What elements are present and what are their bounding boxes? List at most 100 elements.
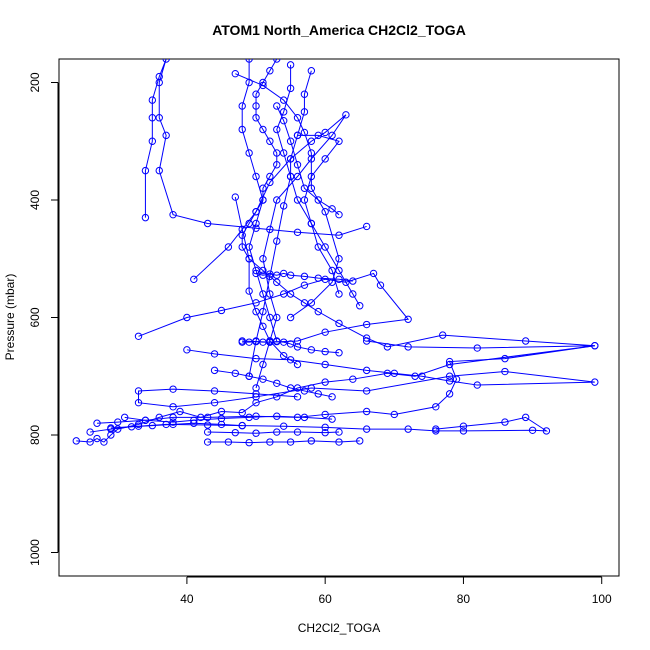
data-point bbox=[321, 423, 329, 432]
data-point bbox=[321, 347, 329, 356]
data-point bbox=[238, 421, 246, 430]
data-point bbox=[259, 125, 267, 134]
data-point bbox=[293, 343, 302, 351]
series-line bbox=[235, 73, 340, 318]
data-point bbox=[432, 425, 440, 433]
data-point bbox=[459, 422, 468, 430]
data-point bbox=[335, 255, 343, 263]
data-point bbox=[245, 438, 253, 447]
data-point bbox=[321, 155, 329, 163]
data-point bbox=[169, 413, 177, 422]
data-point bbox=[266, 225, 274, 234]
data-point bbox=[273, 271, 281, 279]
data-point bbox=[259, 81, 267, 90]
data-point bbox=[307, 172, 316, 181]
data-point bbox=[286, 137, 295, 145]
series-group bbox=[72, 59, 599, 447]
series-line bbox=[138, 349, 595, 408]
data-point bbox=[155, 72, 163, 81]
data-point bbox=[293, 384, 302, 392]
y-axis: 200 400 600 800 1000 bbox=[28, 72, 59, 566]
data-point bbox=[141, 416, 150, 425]
data-point bbox=[273, 59, 281, 63]
data-point bbox=[266, 178, 274, 187]
data-point bbox=[252, 390, 260, 398]
data-point bbox=[286, 155, 295, 163]
data-point bbox=[238, 225, 246, 234]
data-point bbox=[286, 61, 295, 69]
data-point bbox=[86, 428, 94, 436]
data-point bbox=[279, 351, 288, 360]
data-point bbox=[231, 69, 239, 78]
data-point bbox=[134, 398, 143, 407]
x-tick-label: 40 bbox=[180, 592, 194, 606]
data-point bbox=[286, 438, 295, 446]
data-point bbox=[335, 266, 343, 275]
data-point bbox=[259, 196, 267, 204]
data-point bbox=[134, 332, 143, 340]
data-point bbox=[300, 413, 309, 422]
data-point bbox=[107, 425, 115, 433]
data-point bbox=[314, 131, 322, 140]
data-point bbox=[286, 271, 295, 279]
data-point bbox=[279, 202, 288, 210]
series-line bbox=[241, 59, 278, 342]
x-tick-label: 60 bbox=[318, 592, 332, 606]
data-point bbox=[273, 102, 281, 110]
series-line bbox=[110, 416, 549, 432]
data-point bbox=[231, 428, 239, 437]
data-point bbox=[321, 410, 329, 419]
data-point bbox=[293, 393, 302, 401]
y-tick-label: 400 bbox=[28, 190, 42, 210]
data-point bbox=[210, 350, 219, 358]
data-point bbox=[286, 84, 295, 93]
data-point bbox=[162, 131, 170, 140]
data-point bbox=[307, 219, 316, 228]
series-line bbox=[76, 59, 595, 443]
x-axis-label: CH2Cl2_TOGA bbox=[298, 621, 380, 635]
data-point bbox=[293, 131, 302, 140]
data-point bbox=[245, 149, 253, 157]
data-point bbox=[321, 128, 329, 137]
data-point bbox=[259, 271, 267, 279]
data-point bbox=[473, 344, 481, 352]
data-point bbox=[473, 381, 481, 389]
data-point bbox=[266, 67, 274, 75]
data-point bbox=[314, 274, 322, 282]
data-point bbox=[445, 390, 454, 398]
y-tick-label: 800 bbox=[28, 425, 42, 445]
data-point bbox=[114, 418, 122, 426]
data-point bbox=[404, 315, 412, 323]
data-point bbox=[321, 328, 329, 336]
data-point bbox=[107, 431, 115, 439]
data-point bbox=[314, 243, 322, 251]
data-point bbox=[169, 403, 177, 411]
data-point bbox=[273, 412, 281, 420]
data-point bbox=[286, 356, 295, 364]
data-point bbox=[300, 387, 309, 395]
data-point bbox=[266, 272, 274, 281]
data-point bbox=[169, 385, 177, 393]
data-point bbox=[356, 437, 364, 445]
data-point bbox=[335, 137, 343, 145]
data-point bbox=[252, 429, 260, 437]
data-point bbox=[203, 428, 212, 436]
data-point bbox=[72, 437, 80, 445]
data-point bbox=[321, 208, 329, 216]
data-point bbox=[328, 205, 336, 213]
data-point bbox=[439, 331, 447, 339]
data-point bbox=[279, 422, 288, 430]
data-point bbox=[300, 272, 309, 281]
data-point bbox=[93, 434, 101, 443]
data-point bbox=[169, 210, 177, 219]
data-point bbox=[224, 243, 233, 251]
y-tick-label: 200 bbox=[28, 72, 42, 92]
data-point bbox=[279, 108, 288, 116]
data-point bbox=[432, 403, 440, 411]
data-point bbox=[328, 393, 336, 401]
series-line bbox=[234, 196, 298, 365]
data-point bbox=[300, 108, 309, 116]
plot-frame bbox=[58, 58, 620, 577]
data-point bbox=[217, 407, 226, 416]
series-line bbox=[138, 272, 410, 343]
